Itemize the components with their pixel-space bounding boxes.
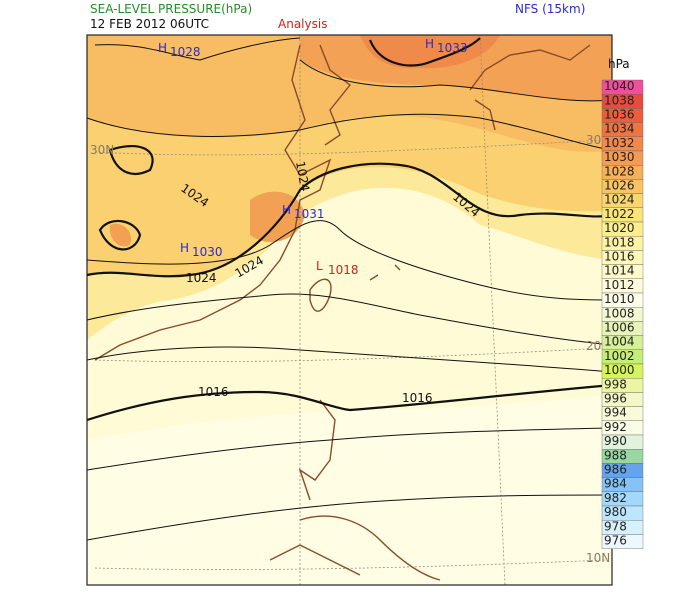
contour	[94, 37, 301, 61]
colorbar-label: 988	[604, 448, 627, 462]
pressure-center-value: 1028	[170, 45, 201, 59]
colorbar-label: 982	[604, 491, 627, 505]
colorbar-label: 1020	[604, 221, 635, 235]
colorbar-label: 1004	[604, 335, 635, 349]
colorbar-label: 1010	[604, 292, 635, 306]
contour-label: 1024	[186, 271, 217, 285]
colorbar-label: 1018	[604, 235, 635, 249]
colorbar-label: 1014	[604, 264, 635, 278]
contour	[86, 220, 613, 301]
colorbar-label: 994	[604, 406, 627, 420]
colorbar-label: 996	[604, 392, 627, 406]
colorbar-label: 1040	[604, 79, 635, 93]
contour-label: 1024	[293, 160, 312, 193]
contour-label: 1016	[198, 385, 229, 399]
pressure-center-symbol: H	[282, 203, 291, 217]
contour	[86, 427, 613, 471]
pressure-center-symbol: H	[425, 37, 434, 51]
latitude-label: 30N	[90, 143, 114, 157]
colorbar-label: 978	[604, 519, 627, 533]
time: 12 FEB 2012 06UTC	[90, 17, 209, 31]
contour	[86, 346, 613, 373]
contour	[86, 113, 613, 151]
colorbar-label: 1022	[604, 207, 635, 221]
colorbar-label: 1032	[604, 136, 635, 150]
latitude-label: 10N	[586, 551, 610, 565]
shade-1032	[360, 35, 500, 69]
colorbar-unit: hPa	[608, 57, 630, 71]
colorbar-label: 986	[604, 463, 627, 477]
model-label: NFS (15km)	[515, 2, 585, 16]
coastlines	[94, 44, 591, 581]
colorbar-label: 984	[604, 477, 627, 491]
colorbar-label: 980	[604, 505, 627, 519]
colorbar-label: 1038	[604, 93, 635, 107]
colorbar: hPa 104010381036103410321030102810261024…	[601, 57, 644, 549]
colorbar-label: 1006	[604, 321, 635, 335]
colorbar-label: 990	[604, 434, 627, 448]
shade-high-cores	[109, 191, 305, 247]
shade-south	[87, 395, 612, 585]
colorbar-label: 1002	[604, 349, 635, 363]
colorbar-label: 1036	[604, 108, 635, 122]
pressure-center-symbol: H	[180, 241, 189, 255]
contour-1016	[86, 383, 613, 422]
pressure-center-symbol: H	[158, 41, 167, 55]
map-area	[86, 34, 613, 586]
colorbar-label: 1034	[604, 122, 635, 136]
contour-1024	[86, 162, 613, 278]
contour	[86, 494, 613, 541]
colorbar-label: 998	[604, 377, 627, 391]
colorbar-label: 976	[604, 534, 627, 548]
pressure-center-value: 1030	[192, 245, 223, 259]
colorbar-label: 1030	[604, 150, 635, 164]
contour-highs	[98, 145, 154, 251]
title: SEA-LEVEL PRESSURE(hPa)	[90, 2, 252, 16]
colorbar-label: 1008	[604, 306, 635, 320]
pressure-center-value: 1018	[328, 263, 359, 277]
contour-label: 1016	[402, 391, 433, 405]
colorbar-label: 1028	[604, 164, 635, 178]
colorbar-swatch	[601, 534, 644, 549]
colorbar-label: 1024	[604, 193, 635, 207]
contour	[299, 59, 613, 102]
colorbar-label: 1012	[604, 278, 635, 292]
analysis-label: Analysis	[278, 17, 327, 31]
pressure-center-symbol: L	[316, 259, 323, 273]
pressure-center-value: 1031	[294, 207, 325, 221]
pressure-center-value: 1033	[437, 41, 468, 55]
colorbar-label: 992	[604, 420, 627, 434]
colorbar-label: 1016	[604, 250, 635, 264]
contour-1032	[368, 37, 481, 67]
colorbar-label: 1026	[604, 179, 635, 193]
contour	[86, 293, 613, 346]
colorbar-label: 1000	[604, 363, 635, 377]
